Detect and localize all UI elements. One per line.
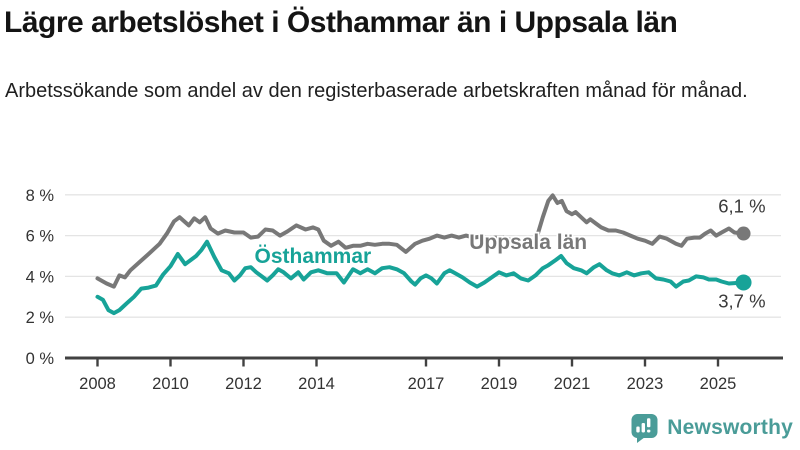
x-tick-label: 2008 — [79, 375, 116, 393]
series-line-uppsala-l-n — [95, 193, 746, 289]
y-tick-label: 6 % — [26, 228, 55, 246]
newsworthy-chart-bubble-icon — [631, 414, 658, 443]
y-tick-label: 0 % — [26, 350, 55, 368]
series-end-value-label: 6,1 % — [718, 196, 765, 217]
x-tick-label: 2023 — [627, 375, 664, 393]
series-line--sthammar — [95, 239, 746, 316]
series-label: Uppsala län — [469, 231, 587, 254]
x-tick-label: 2019 — [481, 375, 518, 393]
x-tick-label: 2017 — [408, 375, 445, 393]
x-tick-label: 2014 — [298, 375, 335, 393]
chart-subtitle: Arbetssökande som andel av den registerb… — [5, 80, 748, 102]
x-tick-label: 2012 — [225, 375, 262, 393]
y-tick-label: 2 % — [26, 309, 55, 327]
y-tick-label: 8 % — [26, 187, 55, 205]
y-tick-label: 4 % — [26, 268, 55, 286]
series-label: Östhammar — [254, 245, 371, 268]
x-tick-label: 2025 — [700, 375, 737, 393]
series-end-value-label: 3,7 % — [718, 291, 765, 312]
newsworthy-logo[interactable]: Newsworthy — [631, 413, 793, 443]
newsworthy-wordmark: Newsworthy — [667, 416, 793, 439]
x-tick-label: 2010 — [152, 375, 189, 393]
chart-title: Lägre arbetslöshet i Östhammar än i Upps… — [4, 6, 678, 39]
x-tick-label: 2021 — [554, 375, 591, 393]
series-end-dot — [735, 274, 752, 291]
series-end-dot — [736, 226, 751, 241]
